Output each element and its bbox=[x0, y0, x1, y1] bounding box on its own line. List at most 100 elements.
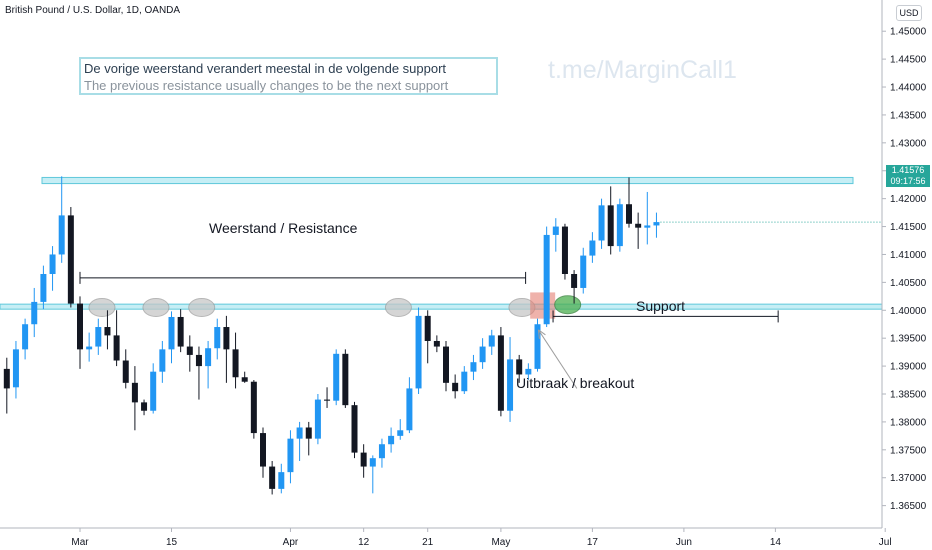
support-label: Support bbox=[636, 298, 686, 314]
last-price-value: 1.41576 bbox=[891, 165, 925, 175]
candle bbox=[607, 186, 614, 255]
candle-body bbox=[314, 399, 321, 439]
currency-button[interactable]: USD bbox=[896, 5, 922, 21]
resistance-label: Weerstand / Resistance bbox=[209, 220, 358, 236]
candle-body bbox=[369, 458, 376, 467]
time-tick-label: 12 bbox=[358, 537, 370, 548]
price-tick-label: 1.39000 bbox=[890, 362, 927, 373]
candle bbox=[333, 349, 340, 406]
candle bbox=[22, 318, 29, 360]
annotation-line-dutch: De vorige weerstand verandert meestal in… bbox=[84, 61, 447, 76]
candle bbox=[461, 366, 468, 394]
candle-body bbox=[177, 316, 184, 347]
breakout-label: Uitbraak / breakout bbox=[516, 375, 635, 391]
candle bbox=[131, 366, 138, 431]
candle bbox=[543, 226, 550, 328]
breakout-arrow bbox=[537, 329, 578, 389]
candles-layer bbox=[3, 176, 660, 495]
candle bbox=[141, 399, 148, 416]
time-tick-label: Apr bbox=[283, 537, 299, 548]
resistance-touch-marker bbox=[142, 297, 170, 317]
candle bbox=[351, 401, 358, 459]
candle bbox=[269, 460, 276, 495]
candle-body bbox=[415, 315, 422, 389]
candle-body bbox=[552, 226, 559, 235]
candle bbox=[507, 337, 514, 422]
candle bbox=[159, 340, 166, 383]
candle bbox=[397, 419, 404, 440]
breakout-highlight bbox=[530, 292, 556, 319]
price-tick-label: 1.44500 bbox=[890, 55, 927, 66]
candle bbox=[278, 463, 285, 494]
candle bbox=[214, 318, 221, 360]
candle bbox=[598, 198, 605, 249]
candle bbox=[241, 371, 248, 383]
candle-body bbox=[626, 204, 632, 224]
price-tick-label: 1.45000 bbox=[890, 27, 927, 38]
resistance-touch-marker bbox=[384, 297, 412, 317]
price-tick-label: 1.36500 bbox=[890, 501, 927, 512]
candle-body bbox=[543, 234, 550, 325]
candle-body bbox=[580, 255, 587, 288]
candle-body bbox=[40, 274, 47, 302]
candle bbox=[205, 340, 212, 389]
candle-body bbox=[232, 349, 239, 378]
candle-body bbox=[388, 435, 395, 445]
candle bbox=[12, 340, 19, 399]
candle-body bbox=[49, 254, 56, 274]
candle-body bbox=[561, 226, 568, 274]
time-tick-label: Jul bbox=[879, 537, 892, 548]
candle-body bbox=[443, 346, 449, 383]
price-tick-label: 1.40500 bbox=[890, 278, 927, 289]
candle-body bbox=[3, 368, 10, 389]
candle bbox=[653, 212, 660, 238]
candle-body bbox=[58, 215, 65, 255]
candle bbox=[433, 335, 440, 353]
symbol-title: British Pound / U.S. Dollar, 1D, OANDA bbox=[5, 5, 181, 16]
candle-body bbox=[534, 324, 541, 369]
candle bbox=[516, 354, 523, 383]
candle-body bbox=[516, 359, 523, 375]
candle bbox=[58, 176, 65, 263]
candle bbox=[232, 332, 239, 389]
candle bbox=[388, 427, 395, 453]
watermark-text: t.me/MarginCall1 bbox=[548, 56, 737, 84]
candle bbox=[168, 311, 175, 364]
candle-body bbox=[598, 205, 605, 241]
candle bbox=[589, 232, 596, 263]
candle bbox=[314, 394, 321, 445]
price-tick-label: 1.43000 bbox=[890, 138, 927, 149]
candle bbox=[49, 246, 56, 291]
last-price-time: 09:17:56 bbox=[890, 176, 926, 186]
candle bbox=[342, 349, 349, 408]
candle bbox=[287, 430, 294, 484]
candle bbox=[635, 212, 642, 249]
candle-body bbox=[616, 204, 623, 247]
candle-body bbox=[12, 349, 19, 388]
annotation-line-english: The previous resistance usually changes … bbox=[84, 78, 449, 93]
candle-body bbox=[452, 382, 459, 392]
candle-body bbox=[644, 225, 651, 228]
resistance-zone bbox=[41, 176, 854, 185]
candle-body bbox=[77, 303, 83, 350]
candle bbox=[479, 338, 486, 369]
candle-body bbox=[342, 353, 349, 406]
candle bbox=[3, 357, 10, 414]
candle bbox=[571, 270, 578, 304]
candle-body bbox=[168, 316, 175, 350]
candle bbox=[424, 310, 431, 364]
candle-body bbox=[95, 327, 102, 347]
candle-body bbox=[607, 205, 614, 247]
candle-body bbox=[67, 215, 74, 304]
candle bbox=[443, 340, 449, 392]
last-price-tag: 1.41576 09:17:56 bbox=[886, 165, 930, 187]
time-tick-label: 15 bbox=[166, 537, 178, 548]
candle-body bbox=[159, 349, 166, 372]
candle bbox=[122, 349, 129, 389]
candle-body bbox=[186, 346, 193, 355]
candle bbox=[369, 455, 376, 494]
candle-body bbox=[589, 240, 596, 256]
candle-body bbox=[360, 452, 367, 467]
price-tick-label: 1.44000 bbox=[890, 83, 927, 94]
